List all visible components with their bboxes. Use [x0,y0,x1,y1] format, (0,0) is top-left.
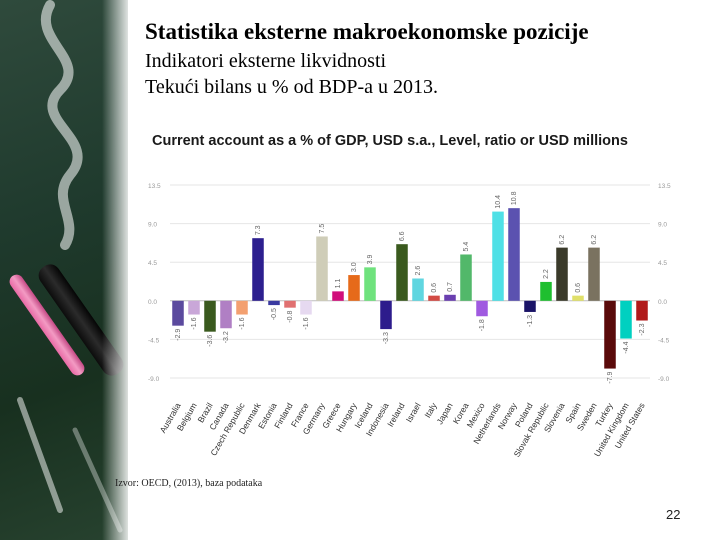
bar-value-label: -0.8 [287,311,294,323]
slide-title-block: Statistika eksterne makroekonomske pozic… [145,18,715,100]
bar [252,238,264,301]
bar [268,300,280,306]
bar-value-label: -2.9 [175,329,182,341]
bar-value-label: -3.6 [207,335,214,347]
source-note: Izvor: OECD, (2013), baza podataka [115,478,263,489]
slide-subtitle-1: Indikatori eksterne likvidnosti [145,50,387,72]
bar-value-label: -2.3 [639,323,646,335]
bar [604,300,616,369]
bar [540,281,552,301]
y-tick-label-left: -9.0 [148,376,160,383]
bar-value-label: 10.8 [511,191,518,205]
bar-value-label: -7.9 [607,371,614,383]
bar [620,300,632,339]
bar-chart: 13.5 13.5 9.0 9.0 4.5 4.5 0.0 0.0 -4.5 -4.5 -9.0 -9… [148,183,671,459]
category-label: Israel [404,401,423,424]
bar-value-label: 6.2 [559,235,566,245]
y-tick-label-right: 0.0 [658,299,667,306]
bar [300,300,312,315]
bar-value-label: -1.6 [303,317,310,329]
bar [556,247,568,301]
bar-value-label: -0.5 [271,308,278,320]
bar [428,295,440,301]
slide-title: Statistika eksterne makroekonomske pozic… [145,19,589,44]
chalk-stroke-decoration [17,397,123,533]
bar-value-label: 2.6 [415,266,422,276]
bar [332,291,344,301]
page-number: 22 [666,507,681,522]
slide-subtitle-2: Tekući bilans u % od BDP-a u 2013. [145,76,439,98]
y-tick-label-left: -4.5 [148,337,160,344]
bar-value-label: -1.8 [479,319,486,331]
y-tick-label-left: 9.0 [148,222,157,229]
bar [412,278,424,301]
bar-value-label: 0.7 [447,282,454,292]
bar-value-label: -1.6 [239,317,246,329]
bar [508,208,520,301]
bar [396,244,408,301]
bar [524,300,536,312]
bar [588,247,600,301]
bar-value-label: 3.9 [367,255,374,265]
bar [572,295,584,301]
y-tick-label-right: 13.5 [658,183,671,190]
bar [348,275,360,301]
bar [236,300,248,315]
bar-value-label: -1.6 [191,317,198,329]
bar [284,300,296,308]
y-tick-label-right: 9.0 [658,222,667,229]
bar [364,267,376,301]
bar [188,300,200,315]
y-tick-label-left: 13.5 [148,183,161,190]
y-tick-label-right: 4.5 [658,260,667,267]
bar-value-label: 3.0 [351,262,358,272]
bar-value-label: -1.3 [527,315,534,327]
bar [380,300,392,330]
bar [316,236,328,301]
y-tick-label-right: -4.5 [658,337,670,344]
bar-value-label: 7.3 [255,225,262,235]
bar [220,300,232,329]
bar [492,211,504,301]
chalk-squiggle-decoration [40,0,83,250]
bar [444,294,456,301]
bar [476,300,488,317]
chalkboard-decoration [0,0,128,540]
y-tick-label-left: 0.0 [148,299,157,306]
bar [460,254,472,301]
bar-value-label: 6.6 [399,231,406,241]
bar [204,300,216,332]
chart-area: 13.5 13.5 9.0 9.0 4.5 4.5 0.0 0.0 -4.5 -4.5 -9.0 -9… [140,120,685,460]
bar-value-label: 2.2 [543,269,550,279]
bar-value-label: -3.3 [383,332,390,344]
chart-title: Current account as a % of GDP, USD s.a.,… [152,133,628,149]
bar-value-label: 6.2 [591,235,598,245]
bar-value-label: 10.4 [495,195,502,209]
bar [172,300,184,326]
bar-value-label: 5.4 [463,242,470,252]
bar-value-label: 0.6 [431,283,438,293]
bar-value-label: -3.2 [223,331,230,343]
bar-value-label: 0.6 [575,283,582,293]
bar-value-label: -4.4 [623,341,630,353]
bar-value-label: 1.1 [335,279,342,289]
bar [636,300,648,321]
y-tick-label-left: 4.5 [148,260,157,267]
bar-value-label: 7.5 [319,224,326,234]
y-tick-label-right: -9.0 [658,376,670,383]
